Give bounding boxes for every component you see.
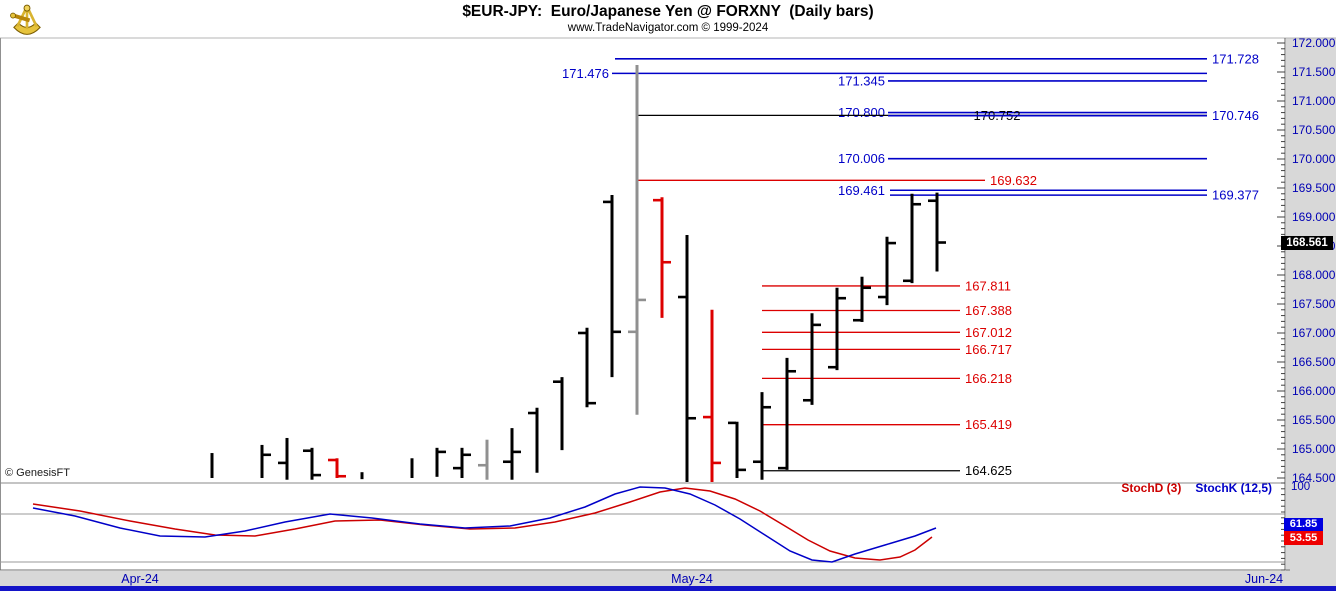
stochk-value-badge: 61.85 xyxy=(1284,518,1323,531)
price-axis-label: 171.500 xyxy=(1292,65,1336,79)
ohlc-bar xyxy=(828,287,846,371)
current-price-badge: 168.561 xyxy=(1281,236,1333,250)
date-label-May-24: May-24 xyxy=(671,572,713,586)
price-axis-label: 167.500 xyxy=(1292,297,1336,311)
ohlc-bar xyxy=(753,392,771,480)
copyright-watermark: © GenesisFT xyxy=(5,467,70,479)
level-label-164.625: 164.625 xyxy=(965,463,1012,478)
stochd-value-badge: 53.55 xyxy=(1284,531,1323,545)
level-label-170.800: 170.800 xyxy=(838,105,885,120)
stochd-legend-label: StochD (3) xyxy=(1121,481,1182,495)
price-axis-label: 164.500 xyxy=(1292,471,1336,485)
level-label-167.811: 167.811 xyxy=(965,278,1011,293)
level-label-169.632: 169.632 xyxy=(990,173,1037,188)
price-axis[interactable]: 172.000 171.500 171.000 170.500 170.000 169.5… xyxy=(1277,36,1336,571)
stochk-curve xyxy=(32,486,937,563)
chart-frame xyxy=(0,37,1336,571)
ohlc-bar xyxy=(678,234,696,483)
stochd-curve xyxy=(32,487,933,561)
price-axis-label: 168.000 xyxy=(1292,268,1336,282)
price-axis-label: 170.500 xyxy=(1292,123,1336,137)
price-axis-gutter xyxy=(1286,38,1336,571)
price-axis-label: 165.000 xyxy=(1292,442,1336,456)
ohlc-bar xyxy=(878,236,896,306)
date-label-Jun-24: Jun-24 xyxy=(1245,572,1283,586)
price-axis-label: 166.500 xyxy=(1292,355,1336,369)
level-label-165.419: 165.419 xyxy=(965,417,1012,432)
level-label-166.717: 166.717 xyxy=(965,342,1012,357)
ohlc-bar xyxy=(803,313,821,405)
level-label-167.012: 167.012 xyxy=(965,325,1012,340)
ohlc-bar xyxy=(928,192,946,272)
chart-title: $EUR-JPY: Euro/Japanese Yen @ FORXNY (Da… xyxy=(462,3,874,20)
level-label-167.388: 167.388 xyxy=(965,303,1012,318)
window-bottom-strip xyxy=(0,586,1336,591)
stochastic-legend: StochD (3) StochK (12,5) xyxy=(1040,481,1272,495)
ohlc-bar xyxy=(478,439,489,480)
level-label-169.377: 169.377 xyxy=(1212,188,1259,203)
ohlc-bar xyxy=(853,276,871,322)
price-axis-label: 169.000 xyxy=(1292,210,1336,224)
genesis-sextant-logo xyxy=(10,4,41,35)
price-axis-label: 171.000 xyxy=(1292,94,1336,108)
level-label-171.345: 171.345 xyxy=(838,73,885,88)
ohlc-bar xyxy=(603,194,621,378)
level-label-169.461: 169.461 xyxy=(838,183,885,198)
level-label-170.746: 170.746 xyxy=(1212,108,1259,123)
ohlc-bar xyxy=(728,421,746,478)
level-label-166.218: 166.218 xyxy=(965,371,1012,386)
ohlc-bar xyxy=(453,447,471,478)
price-axis-label: 170.000 xyxy=(1292,152,1336,166)
ohlc-bar xyxy=(435,447,446,477)
level-label-170.006: 170.006 xyxy=(838,151,885,166)
ohlc-bar xyxy=(653,197,671,318)
ohlc-bar xyxy=(303,447,321,480)
level-label-171.728: 171.728 xyxy=(1212,51,1259,66)
time-axis[interactable]: Apr-24 May-24 Jun-24 xyxy=(121,572,1283,586)
ohlc-bar xyxy=(578,327,596,408)
price-axis-label: 169.500 xyxy=(1292,181,1336,195)
date-label-Apr-24: Apr-24 xyxy=(121,572,159,586)
stochk-legend-label: StochK (12,5) xyxy=(1195,481,1272,495)
price-axis-label: 165.500 xyxy=(1292,413,1336,427)
ohlc-bar xyxy=(553,377,564,451)
price-bars xyxy=(210,65,946,483)
level-label-171.476: 171.476 xyxy=(562,66,609,81)
ohlc-bar xyxy=(903,193,921,284)
ohlc-bar xyxy=(278,437,289,480)
chart-subtitle: www.TradeNavigator.com © 1999-2024 xyxy=(567,22,769,34)
ohlc-bar xyxy=(503,428,521,480)
price-axis-label: 166.000 xyxy=(1292,384,1336,398)
ohlc-bar xyxy=(328,458,346,478)
ohlc-bar xyxy=(528,407,539,473)
price-axis-label: 167.000 xyxy=(1292,326,1336,340)
price-axis-label: 172.000 xyxy=(1292,36,1336,50)
ohlc-bar xyxy=(628,65,646,415)
ohlc-bar xyxy=(260,444,271,478)
ohlc-bar xyxy=(703,309,721,483)
stochastic-scale-top-label: 100 xyxy=(1291,481,1311,493)
ohlc-bar xyxy=(778,357,796,470)
stochastic-panel xyxy=(32,486,937,563)
